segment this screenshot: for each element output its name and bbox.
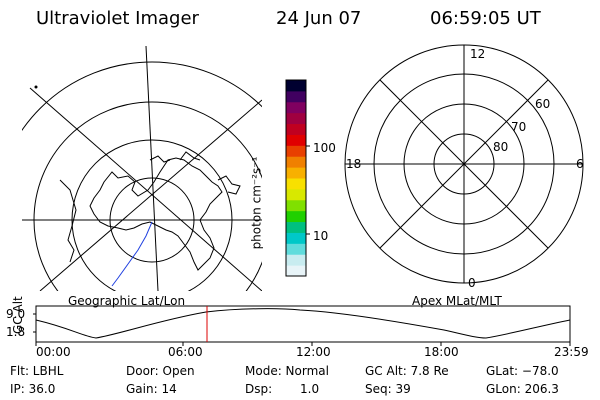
colorbar-swatch: [286, 90, 306, 103]
coastline: [89, 157, 223, 271]
mlt-label-12: 12: [470, 47, 486, 61]
mlt-label-6: 6: [576, 157, 584, 171]
lat-circle-4: [22, 61, 262, 132]
colorbar-tick-10: 10: [313, 229, 329, 243]
xtick-1800: 18:00: [424, 345, 459, 359]
orbit-track: [111, 221, 153, 287]
colorbar-swatch: [286, 210, 306, 223]
xtick-2359: 23:59: [554, 345, 589, 359]
date-label: 24 Jun 07: [276, 8, 362, 29]
colorbar-swatch: [286, 221, 306, 233]
colorbar: [285, 79, 310, 277]
colorbar-swatch: [286, 243, 306, 255]
altitude-curve: [35, 308, 571, 339]
ip-status: IP: 36.0: [10, 382, 56, 396]
dsp-label: Dsp:: [245, 382, 273, 396]
ytick-9: 9.0: [6, 307, 26, 321]
colorbar-swatch: [286, 167, 306, 179]
filter-status: Flt: LBHL: [10, 364, 64, 378]
geographic-caption: Geographic Lat/Lon: [68, 294, 186, 308]
mlt-label-18: 18: [346, 157, 362, 171]
colorbar-swatch: [286, 145, 306, 157]
gain-status: Gain: 14: [126, 382, 177, 396]
gc-alt-status: GC Alt: 7.8 Re: [365, 364, 449, 378]
xtick-0600: 06:00: [168, 345, 203, 359]
mlt-label-0: 0: [468, 276, 476, 290]
colorbar-swatch: [286, 232, 306, 244]
dsp-value: 1.0: [300, 382, 320, 396]
instrument-title: Ultraviolet Imager: [36, 8, 199, 29]
ytick-1-8: 1.8: [6, 325, 26, 339]
lat-label-80: 80: [493, 140, 509, 154]
colorbar-tick-100: 100: [313, 141, 336, 155]
xtick-0000: 00:00: [36, 345, 71, 359]
colorbar-swatch: [286, 199, 306, 212]
colorbar-swatch: [286, 123, 306, 135]
colorbar-swatch: [286, 188, 306, 201]
seq-status: Seq: 39: [365, 382, 411, 396]
time-label: 06:59:05 UT: [430, 8, 541, 29]
colorbar-swatch: [286, 178, 306, 190]
colorbar-swatch: [286, 265, 306, 277]
colorbar-swatch: [286, 156, 306, 168]
colorbar-swatch: [286, 134, 306, 146]
door-status: Door: Open: [126, 364, 195, 378]
colorbar-swatch: [286, 112, 306, 125]
colorbar-swatch: [286, 254, 306, 266]
lat-label-70: 70: [511, 120, 527, 134]
glon-status: GLon: 206.3: [486, 382, 559, 396]
xtick-1200: 12:00: [296, 345, 331, 359]
mode-status: Mode: Normal: [245, 364, 329, 378]
lat-label-60: 60: [535, 97, 551, 111]
colorbar-swatch: [286, 80, 306, 92]
apex-caption: Apex MLat/MLT: [412, 294, 502, 308]
colorbar-swatch: [286, 101, 306, 114]
glat-status: GLat: −78.0: [486, 364, 559, 378]
